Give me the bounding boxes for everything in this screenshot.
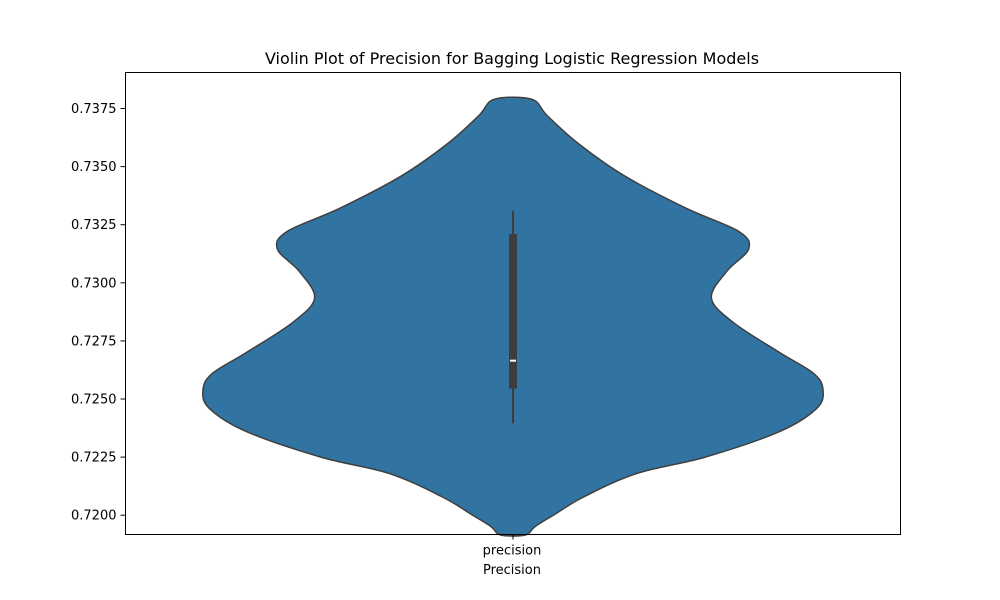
y-tick-label: 0.7200 [71, 509, 117, 524]
y-axis: 0.7200 0.7225 0.7250 0.7275 0.7300 0.7325 0.73… [71, 102, 126, 524]
y-tick-label: 0.7275 [71, 334, 117, 349]
chart-title: Violin Plot of Precision for Bagging Log… [265, 49, 759, 68]
y-tick-label: 0.7375 [71, 102, 117, 117]
x-axis-label: Precision [483, 563, 541, 578]
y-tick-label: 0.7300 [71, 276, 117, 291]
plot-frame [125, 72, 901, 535]
iqr-box [509, 234, 517, 389]
violin-layer [201, 96, 825, 537]
x-axis: precision [483, 534, 542, 559]
y-tick-label: 0.7225 [71, 451, 117, 466]
x-tick-label: precision [483, 544, 542, 559]
y-tick-label: 0.7325 [71, 218, 117, 233]
y-tick-label: 0.7250 [71, 393, 117, 408]
y-tick-label: 0.7350 [71, 160, 117, 175]
